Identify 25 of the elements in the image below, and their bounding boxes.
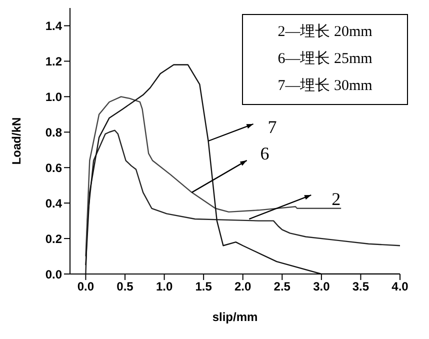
x-axis-title: slip/mm [212, 310, 258, 324]
y-tick-label: 0.2 [45, 232, 62, 246]
y-tick-label: 0.0 [45, 267, 62, 282]
y-tick-label: 0.4 [45, 196, 62, 210]
x-tick-label: 0.0 [77, 280, 94, 294]
annotation: 6—埋长 25mm [276, 50, 374, 69]
x-tick-label: 2.5 [274, 280, 291, 294]
annotation: 7 [268, 117, 277, 138]
y-tick-label: 1.0 [45, 90, 62, 104]
annotation: 6 [260, 144, 270, 164]
x-tick-label: 1.0 [156, 280, 173, 294]
annotation: 2—埋长 20mm [276, 22, 374, 42]
x-tick-label: 3.5 [352, 280, 370, 294]
y-axis-title: Load/kN [9, 117, 24, 165]
x-tick-label: 4.0 [392, 280, 409, 294]
x-tick-label: 1.5 [195, 280, 212, 294]
annotation: 7—埋长 30mm [276, 76, 374, 96]
x-tick-label: 2.0 [234, 280, 252, 294]
x-tick-label: 3.0 [313, 280, 330, 294]
y-tick-label: 0.8 [45, 125, 62, 140]
x-tick-label: 0.5 [116, 280, 134, 294]
y-tick-label: 0.6 [45, 160, 62, 175]
y-tick-label: 1.4 [45, 18, 62, 33]
y-tick-label: 1.2 [45, 54, 62, 68]
annotation: 2 [332, 189, 341, 210]
